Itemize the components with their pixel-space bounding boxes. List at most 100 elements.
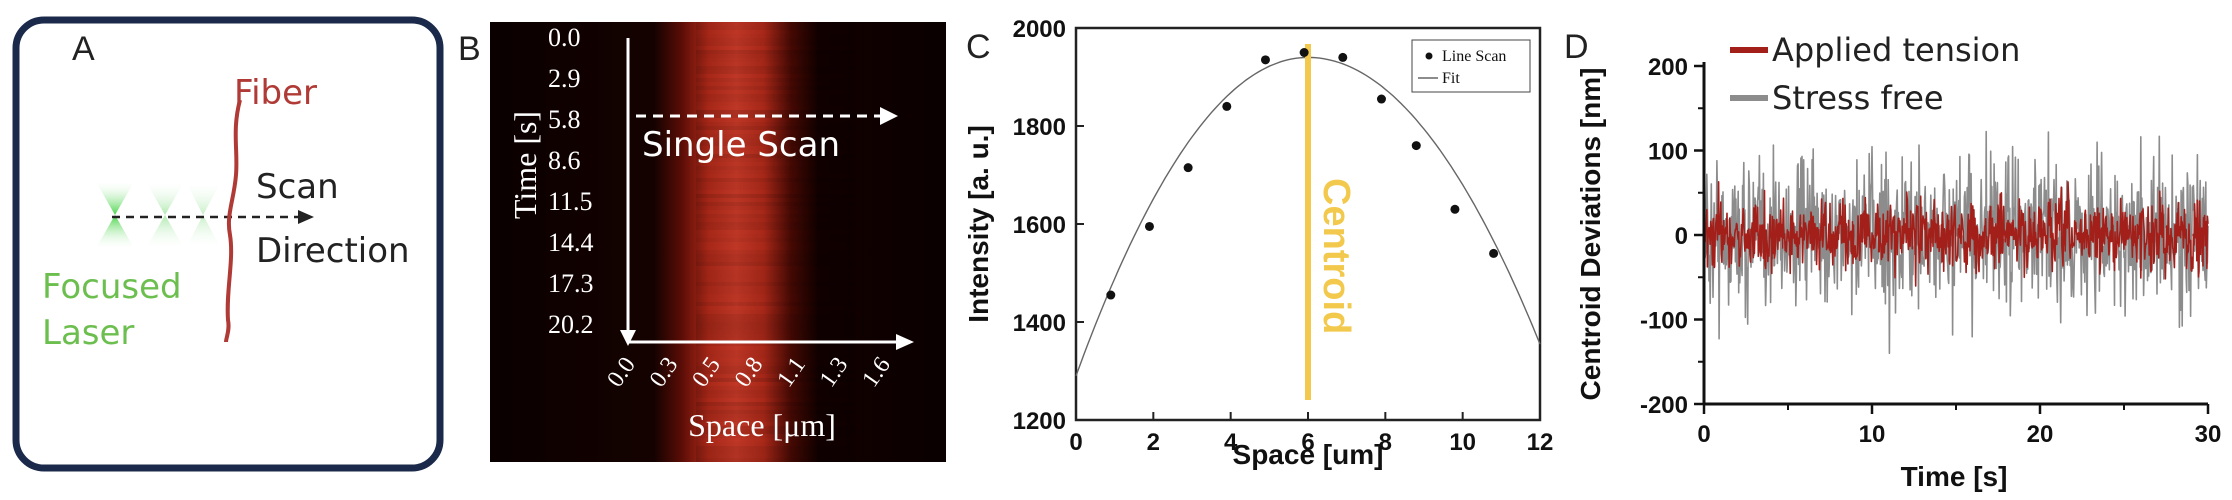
panel-c-letter: C	[966, 28, 991, 66]
line-scan-point	[1376, 94, 1386, 104]
kymograph-stripe	[696, 186, 856, 190]
kymograph-stripe	[696, 42, 856, 46]
chart-c-ylabel: Intensity [a. u.]	[963, 125, 994, 323]
kymograph-stripe	[696, 210, 856, 214]
kymograph-stripe	[696, 102, 856, 106]
kymograph-stripe	[696, 350, 856, 354]
kymograph-stripe	[696, 434, 856, 438]
kymograph-stripe	[696, 262, 856, 266]
panel-b: B 0.02.95.88.611.514.417.320.2 0.0 0.3 0.5…	[458, 22, 946, 462]
kymograph-stripe	[696, 58, 856, 62]
kymograph-axes	[620, 38, 914, 350]
chart-c-xtick-label: 6	[1301, 429, 1314, 456]
kymograph-stripe	[696, 214, 856, 218]
panel-c: C 0 2 4 6 8 10 12 1200 1400 1600 1800 2000 Centroid…	[963, 16, 1553, 470]
time-tick-label: 20.2	[548, 310, 594, 339]
kymograph-stripe	[696, 206, 856, 210]
fiber-label: Fiber	[234, 73, 317, 113]
chart-d-xtick-label: 20	[2027, 421, 2054, 448]
kymograph-stripe	[696, 410, 856, 414]
kymograph-stripe	[696, 246, 856, 250]
chart-d-ytick-label: 200	[1648, 54, 1688, 81]
kymograph-stripe	[696, 314, 856, 318]
chart-c-xtick-label: 10	[1449, 429, 1476, 456]
kymograph-stripe	[696, 74, 856, 78]
chart-c-ytick-label: 2000	[1013, 16, 1066, 43]
panel-a: A Fiber Scan Direction Focused Laser	[12, 16, 444, 472]
kymograph-stripe	[696, 306, 856, 310]
kymograph-stripe	[696, 458, 856, 462]
kymograph-stripe	[696, 446, 856, 450]
kymograph-stripe	[696, 258, 856, 262]
kymograph-stripe	[696, 326, 856, 330]
kymograph-stripe	[696, 270, 856, 274]
kymograph-stripe	[696, 70, 856, 74]
kymograph-stripe	[696, 250, 856, 254]
kymograph-stripe	[696, 22, 856, 26]
time-tick-labels: 0.0 2.9 5.8 8.6 11.5 14.4 17.3 20.2	[548, 23, 594, 339]
kymograph-stripe	[696, 294, 856, 298]
chart-c-ytick-label: 1200	[1013, 408, 1066, 435]
panel-a-letter: A	[72, 30, 95, 68]
laser-label-2: Laser	[42, 313, 134, 353]
kymograph-stripe	[696, 38, 856, 42]
kymograph-stripe	[696, 358, 856, 362]
kymograph-stripe	[696, 414, 856, 418]
kymograph-stripe	[696, 78, 856, 82]
kymograph-stripe	[696, 226, 856, 230]
kymograph-stripe	[696, 422, 856, 426]
applied-tension-line	[1703, 181, 2209, 287]
kymograph-ylabel: Time [s]	[507, 111, 543, 219]
legend-applied-tension: Applied tension	[1772, 31, 2020, 69]
line-scan-point	[1489, 248, 1499, 258]
kymograph-stripe	[696, 298, 856, 302]
kymograph-stripe	[696, 378, 856, 382]
kymograph-stripe	[696, 50, 856, 54]
kymograph-stripe	[696, 310, 856, 314]
chart-d-xtick-label: 0	[1697, 421, 1710, 448]
kymograph-stripe	[696, 398, 856, 402]
kymograph-stripe	[696, 254, 856, 258]
line-scan-point	[1144, 221, 1154, 231]
applied-tension-series	[1703, 181, 2209, 287]
kymograph-stripe	[696, 402, 856, 406]
kymograph-stripe	[696, 274, 856, 278]
kymograph-stripe	[696, 174, 856, 178]
kymograph-stripe	[696, 278, 856, 282]
kymograph-stripe	[696, 450, 856, 454]
kymograph-stripe	[696, 146, 856, 150]
line-scan-point	[1106, 290, 1116, 300]
kymograph-stripe	[696, 318, 856, 322]
kymograph-stripe	[696, 370, 856, 374]
time-tick-label: 5.8	[548, 105, 581, 134]
chart-d-ytick-label: -100	[1640, 308, 1688, 335]
panel-d: D -200 -100 0 100 200 0 10 20 30 Applied tension…	[1564, 28, 2221, 492]
line-scan-point	[1411, 141, 1421, 151]
centroid-label: Centroid	[1315, 178, 1357, 334]
time-tick-label: 8.6	[548, 146, 581, 175]
kymograph-stripe	[696, 46, 856, 50]
line-scan-point	[1222, 101, 1232, 111]
chart-d-xtick-label: 10	[1859, 421, 1886, 448]
kymograph-stripe	[696, 242, 856, 246]
kymograph-stripe	[696, 94, 856, 98]
kymograph-stripe	[696, 202, 856, 206]
kymograph-image	[490, 22, 946, 462]
kymograph-stripe	[696, 118, 856, 122]
kymograph-stripe	[696, 362, 856, 366]
kymograph-stripe	[696, 218, 856, 222]
time-tick-label: 0.0	[548, 23, 581, 52]
kymograph-stripe	[696, 198, 856, 202]
kymograph-stripe	[696, 126, 856, 130]
kymograph-stripe	[696, 430, 856, 434]
kymograph-stripe	[696, 394, 856, 398]
chart-d-ytick-label: 100	[1648, 139, 1688, 166]
kymograph-stripe	[696, 346, 856, 350]
kymograph-stripe	[696, 62, 856, 66]
line-scan-points	[1106, 48, 1499, 300]
kymograph-stripe	[696, 130, 856, 134]
kymograph-stripe	[696, 374, 856, 378]
panel-d-letter: D	[1564, 28, 1589, 66]
chart-c-xlabel: Space [um]	[1233, 439, 1384, 470]
kymograph-stripe	[696, 54, 856, 58]
